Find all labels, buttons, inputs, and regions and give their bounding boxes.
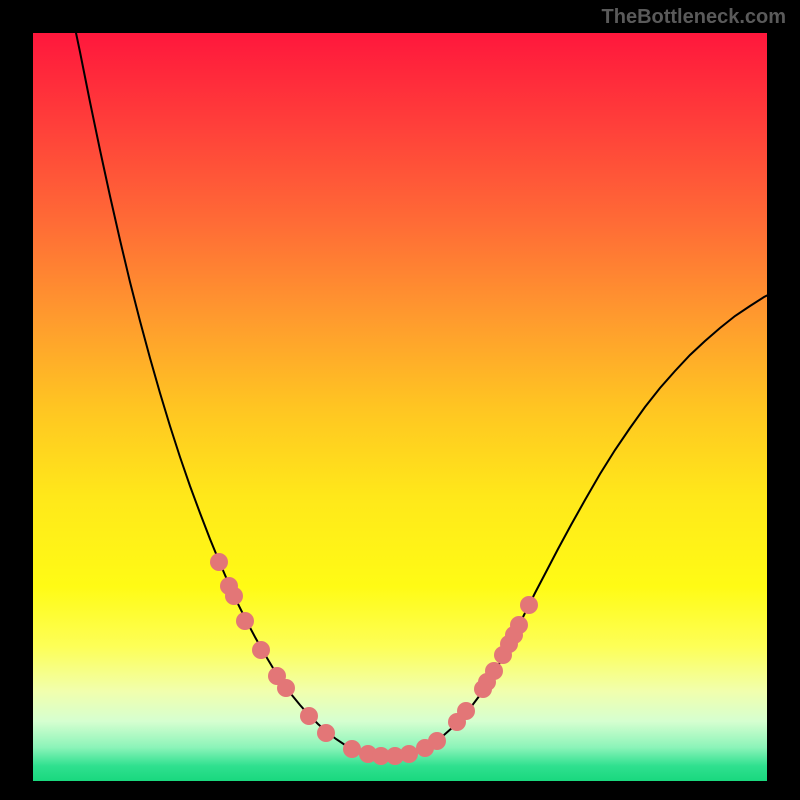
watermark-text: TheBottleneck.com: [602, 6, 786, 29]
marker-point: [277, 679, 295, 697]
marker-point: [225, 587, 243, 605]
marker-point: [520, 596, 538, 614]
marker-point: [236, 612, 254, 630]
plot-area: [33, 33, 767, 781]
plot-svg: [33, 33, 767, 781]
gradient-background: [33, 33, 767, 781]
marker-point: [343, 740, 361, 758]
marker-point: [457, 702, 475, 720]
marker-point: [428, 732, 446, 750]
marker-point: [252, 641, 270, 659]
marker-point: [210, 553, 228, 571]
marker-point: [317, 724, 335, 742]
figure: TheBottleneck.com: [0, 0, 800, 800]
marker-point: [400, 745, 418, 763]
marker-point: [485, 662, 503, 680]
marker-point: [510, 616, 528, 634]
marker-point: [300, 707, 318, 725]
